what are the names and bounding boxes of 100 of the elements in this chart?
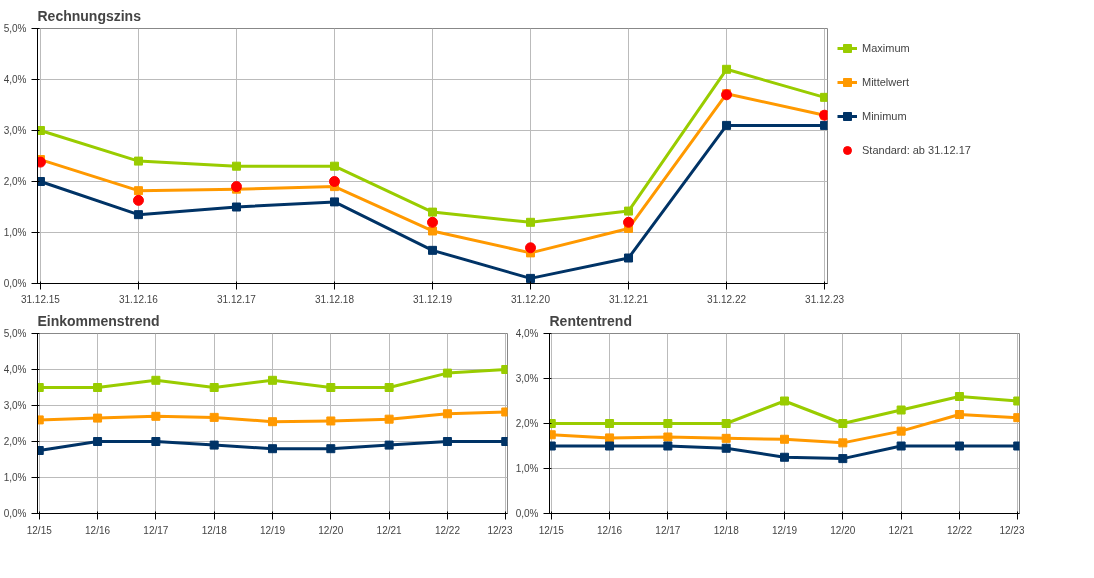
point (329, 161, 339, 171)
x-tick-label: 12/16 (597, 524, 623, 536)
point (722, 120, 732, 130)
x-tick-label: 12/18 (201, 524, 228, 536)
y-tick-label: 3,0% (3, 125, 27, 136)
x-tick-label: 12/16 (85, 524, 111, 536)
x-tick-label: 12/21 (888, 524, 915, 536)
y-tick-label: 0,0% (3, 278, 27, 289)
point (721, 433, 731, 443)
point (954, 441, 964, 451)
point (133, 186, 143, 196)
point (663, 419, 673, 428)
point (209, 383, 219, 392)
point (384, 440, 394, 450)
point (780, 434, 789, 444)
chart-title: Rechnungszins (37, 7, 142, 24)
point (151, 411, 161, 421)
x-tick-label: 12/18 (713, 524, 740, 536)
point (624, 253, 634, 263)
point (624, 206, 634, 216)
legend-label: Maximum (862, 42, 910, 54)
point (209, 412, 219, 422)
x-tick-label: 12/17 (655, 524, 681, 536)
x-tick-label: 12/22 (946, 524, 973, 536)
x-tick-label: 12/20 (830, 524, 856, 536)
point (151, 375, 161, 385)
point (605, 441, 615, 451)
y-tick-label: 3,0% (3, 400, 27, 411)
x-tick-label: 31.12.23 (805, 293, 845, 305)
point (526, 217, 536, 227)
point (780, 452, 789, 462)
y-tick-label: 2,0% (3, 176, 27, 187)
point (93, 413, 103, 423)
point (721, 419, 731, 428)
x-tick-label: 12/19 (771, 524, 798, 536)
point (133, 156, 143, 166)
x-tick-label: 12/21 (376, 524, 403, 536)
point (838, 454, 848, 464)
x-tick-label: 31.12.21 (609, 293, 649, 305)
x-tick-label: 31.12.16 (118, 293, 159, 305)
x-tick-label: 12/23 (999, 524, 1025, 536)
chart-title: Rententrend (549, 312, 632, 329)
point (231, 161, 241, 171)
y-tick-label: 2,0% (3, 436, 27, 447)
point (268, 375, 277, 385)
point (231, 202, 241, 212)
x-tick-label: 31.12.22 (707, 293, 747, 305)
y-tick-label: 3,0% (515, 373, 539, 384)
y-tick-label: 0,0% (3, 508, 27, 519)
legend-label: Mittelwert (862, 76, 910, 88)
legend-label: Minimum (862, 110, 907, 122)
y-tick-label: 1,0% (3, 472, 27, 483)
chart-title: Einkommenstrend (37, 312, 160, 329)
point (326, 383, 336, 392)
point (384, 414, 394, 424)
legend-label: Standard: ab 31.12.17 (862, 144, 971, 156)
point (428, 226, 437, 236)
x-tick-label: 31.12.18 (315, 293, 355, 305)
y-tick-label: 1,0% (3, 227, 27, 238)
point (93, 437, 103, 446)
point (722, 64, 732, 74)
point (37, 126, 45, 135)
point (442, 368, 452, 378)
point (268, 417, 277, 427)
y-tick-label: 5,0% (3, 23, 27, 34)
point (133, 210, 143, 220)
point (93, 383, 103, 392)
point (954, 410, 964, 419)
point (427, 216, 438, 228)
point (780, 396, 789, 406)
x-tick-label: 12/19 (259, 524, 286, 536)
point (37, 177, 45, 186)
point (525, 242, 537, 254)
point (526, 273, 536, 283)
x-tick-label: 12/15 (26, 524, 53, 536)
point (151, 437, 161, 446)
x-tick-label: 31.12.17 (217, 293, 257, 305)
y-tick-label: 0,0% (515, 508, 539, 519)
point (605, 419, 615, 428)
point (328, 176, 340, 187)
point (329, 197, 339, 207)
x-tick-label: 12/20 (318, 524, 344, 536)
y-tick-label: 1,0% (515, 463, 539, 474)
x-tick-label: 12/17 (143, 524, 169, 536)
point (663, 441, 673, 451)
point (428, 207, 437, 217)
point (838, 419, 848, 428)
point (132, 194, 144, 206)
x-tick-label: 31.12.19 (413, 293, 453, 305)
point (954, 392, 964, 401)
y-tick-label: 2,0% (515, 418, 539, 429)
point (442, 437, 452, 446)
point (820, 120, 828, 130)
x-tick-label: 12/23 (487, 524, 513, 536)
x-tick-label: 31.12.20 (511, 293, 551, 305)
x-tick-label: 12/15 (538, 524, 565, 536)
point (623, 216, 635, 228)
point (721, 443, 731, 453)
x-tick-label: 12/22 (434, 524, 461, 536)
y-tick-label: 4,0% (3, 364, 27, 375)
